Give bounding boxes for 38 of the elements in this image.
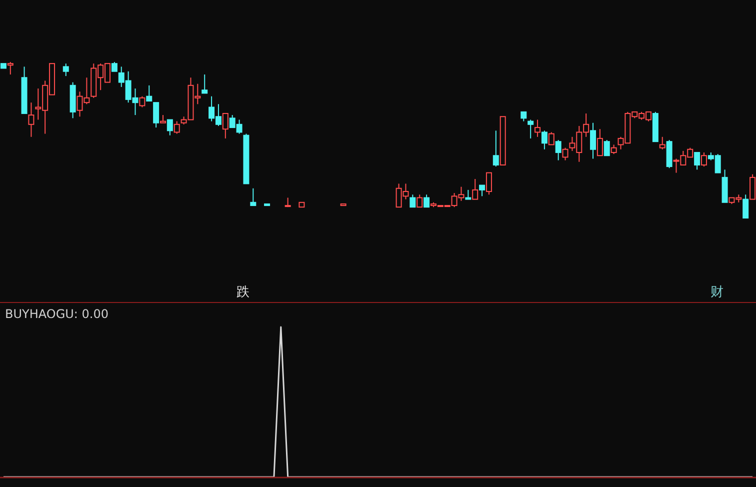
candlestick [541, 130, 548, 150]
candlestick [250, 188, 256, 206]
candlestick [202, 74, 208, 94]
candlestick [222, 112, 228, 139]
candlestick [153, 102, 160, 128]
candlestick [492, 130, 499, 168]
candlestick [700, 152, 707, 168]
text: 财 [710, 285, 724, 300]
candlestick [174, 120, 180, 134]
candlestick [520, 111, 527, 122]
candlestick [465, 189, 472, 200]
text: 跌 [236, 285, 250, 300]
candlestick [548, 132, 554, 146]
candlestick [555, 140, 562, 161]
candlestick [742, 194, 749, 218]
candlestick [62, 63, 69, 77]
candlestick [610, 144, 617, 155]
candlestick [659, 136, 666, 150]
candlestick [424, 194, 430, 208]
candlestick [694, 152, 700, 170]
candlestick [528, 119, 534, 139]
chart-title: BUYHAOGU: 0.00 [5, 307, 108, 321]
candlestick [7, 62, 14, 75]
candlestick [534, 119, 541, 138]
candlestick [562, 147, 568, 161]
candlestick [139, 96, 146, 108]
candlestick [486, 172, 492, 196]
candlestick [28, 102, 34, 138]
candlestick [596, 128, 603, 156]
candlestick [590, 122, 596, 160]
candlestick [479, 184, 486, 197]
candlestick [146, 84, 152, 102]
candlestick [410, 194, 416, 208]
candlestick [166, 119, 173, 136]
candlestick [604, 140, 610, 156]
candlestick [472, 178, 478, 200]
candlestick [416, 194, 423, 208]
candlestick [111, 62, 118, 72]
